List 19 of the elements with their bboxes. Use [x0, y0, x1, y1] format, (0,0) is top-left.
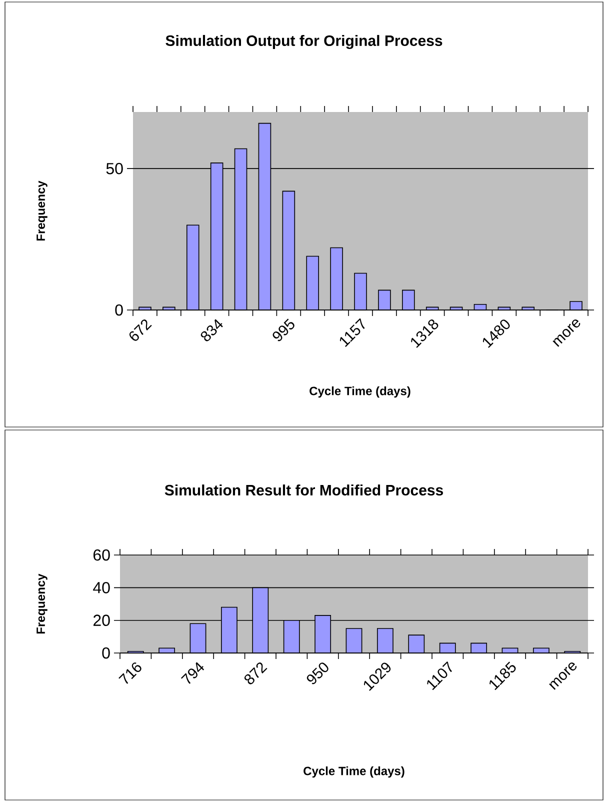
- chart-title: Simulation Result for Modified Process: [164, 484, 444, 496]
- x-axis-title: Cycle Time (days): [304, 766, 404, 778]
- y-axis-title: Frequency: [36, 180, 48, 241]
- y-tick-label: 0: [102, 647, 110, 659]
- y-tick-label: 20: [93, 614, 110, 626]
- x-tick-label: 995: [272, 318, 294, 342]
- x-tick-label: 794: [180, 662, 204, 684]
- x-tick-label: 950: [306, 662, 328, 684]
- y-tick-label: 60: [93, 549, 110, 561]
- x-tick-label: 672: [129, 319, 152, 341]
- chart-title: Simulation Output for Original Process: [166, 34, 442, 50]
- x-tick-label: 834: [200, 319, 223, 342]
- y-tick-label: 40: [93, 582, 110, 594]
- y-tick-label: 50: [106, 162, 123, 174]
- y-axis-title: Frequency: [36, 574, 48, 634]
- y-tick-label: 0: [115, 304, 123, 316]
- x-tick-label: 872: [244, 662, 268, 684]
- x-axis-title: Cycle Time (days): [310, 386, 410, 398]
- x-tick-label: 716: [118, 662, 142, 684]
